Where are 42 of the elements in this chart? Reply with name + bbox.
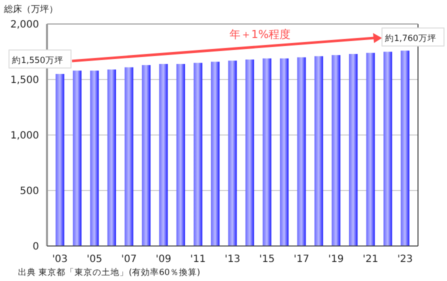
x-tick-label: '21 bbox=[362, 254, 378, 265]
x-tick-label: '23 bbox=[397, 254, 413, 265]
bar bbox=[348, 54, 358, 246]
x-tick-label: '03 bbox=[52, 254, 68, 265]
bar bbox=[297, 57, 306, 246]
bar bbox=[280, 58, 289, 246]
bar bbox=[332, 55, 340, 246]
bar bbox=[366, 52, 375, 246]
bar bbox=[245, 60, 254, 246]
bar bbox=[159, 64, 168, 246]
bar bbox=[72, 70, 82, 246]
bar bbox=[176, 64, 186, 246]
bar bbox=[142, 65, 151, 246]
x-tick-label: '07 bbox=[121, 254, 137, 265]
y-axis-title: 総床（万坪） bbox=[3, 4, 58, 15]
bar bbox=[90, 70, 99, 246]
bar bbox=[194, 62, 202, 246]
y-tick-label: 2,000 bbox=[10, 20, 39, 30]
annotation: 約1,550万坪 bbox=[12, 55, 64, 66]
x-tick-label: '09 bbox=[156, 254, 172, 265]
y-tick-label: 1,000 bbox=[10, 130, 39, 142]
bar bbox=[262, 58, 272, 246]
bar bbox=[383, 52, 392, 246]
x-tick-label: '15 bbox=[259, 254, 275, 265]
bar bbox=[400, 50, 410, 246]
x-tick-label: '19 bbox=[328, 254, 344, 265]
x-tick-label: '13 bbox=[224, 254, 240, 265]
y-tick-label: 1,500 bbox=[10, 75, 39, 86]
source-note: 出典 東京都「東京の土地」(有効率60％換算) bbox=[18, 267, 200, 278]
annotation: 約1,760万坪 bbox=[385, 33, 436, 44]
y-tick-label: 500 bbox=[20, 186, 39, 197]
bar bbox=[314, 56, 324, 246]
x-tick-label: '05 bbox=[86, 254, 102, 265]
x-tick-label: '17 bbox=[294, 254, 310, 265]
bar bbox=[210, 62, 220, 246]
annotation: 年＋1%程度 bbox=[229, 28, 291, 41]
bar bbox=[107, 70, 116, 246]
bar bbox=[124, 67, 134, 246]
bar bbox=[56, 74, 64, 246]
bar bbox=[228, 60, 237, 246]
y-tick-label: 0 bbox=[32, 242, 39, 252]
x-tick-label: '11 bbox=[190, 254, 206, 265]
